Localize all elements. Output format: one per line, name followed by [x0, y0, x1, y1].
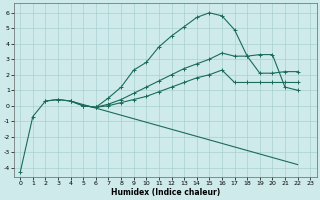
- X-axis label: Humidex (Indice chaleur): Humidex (Indice chaleur): [111, 188, 220, 197]
